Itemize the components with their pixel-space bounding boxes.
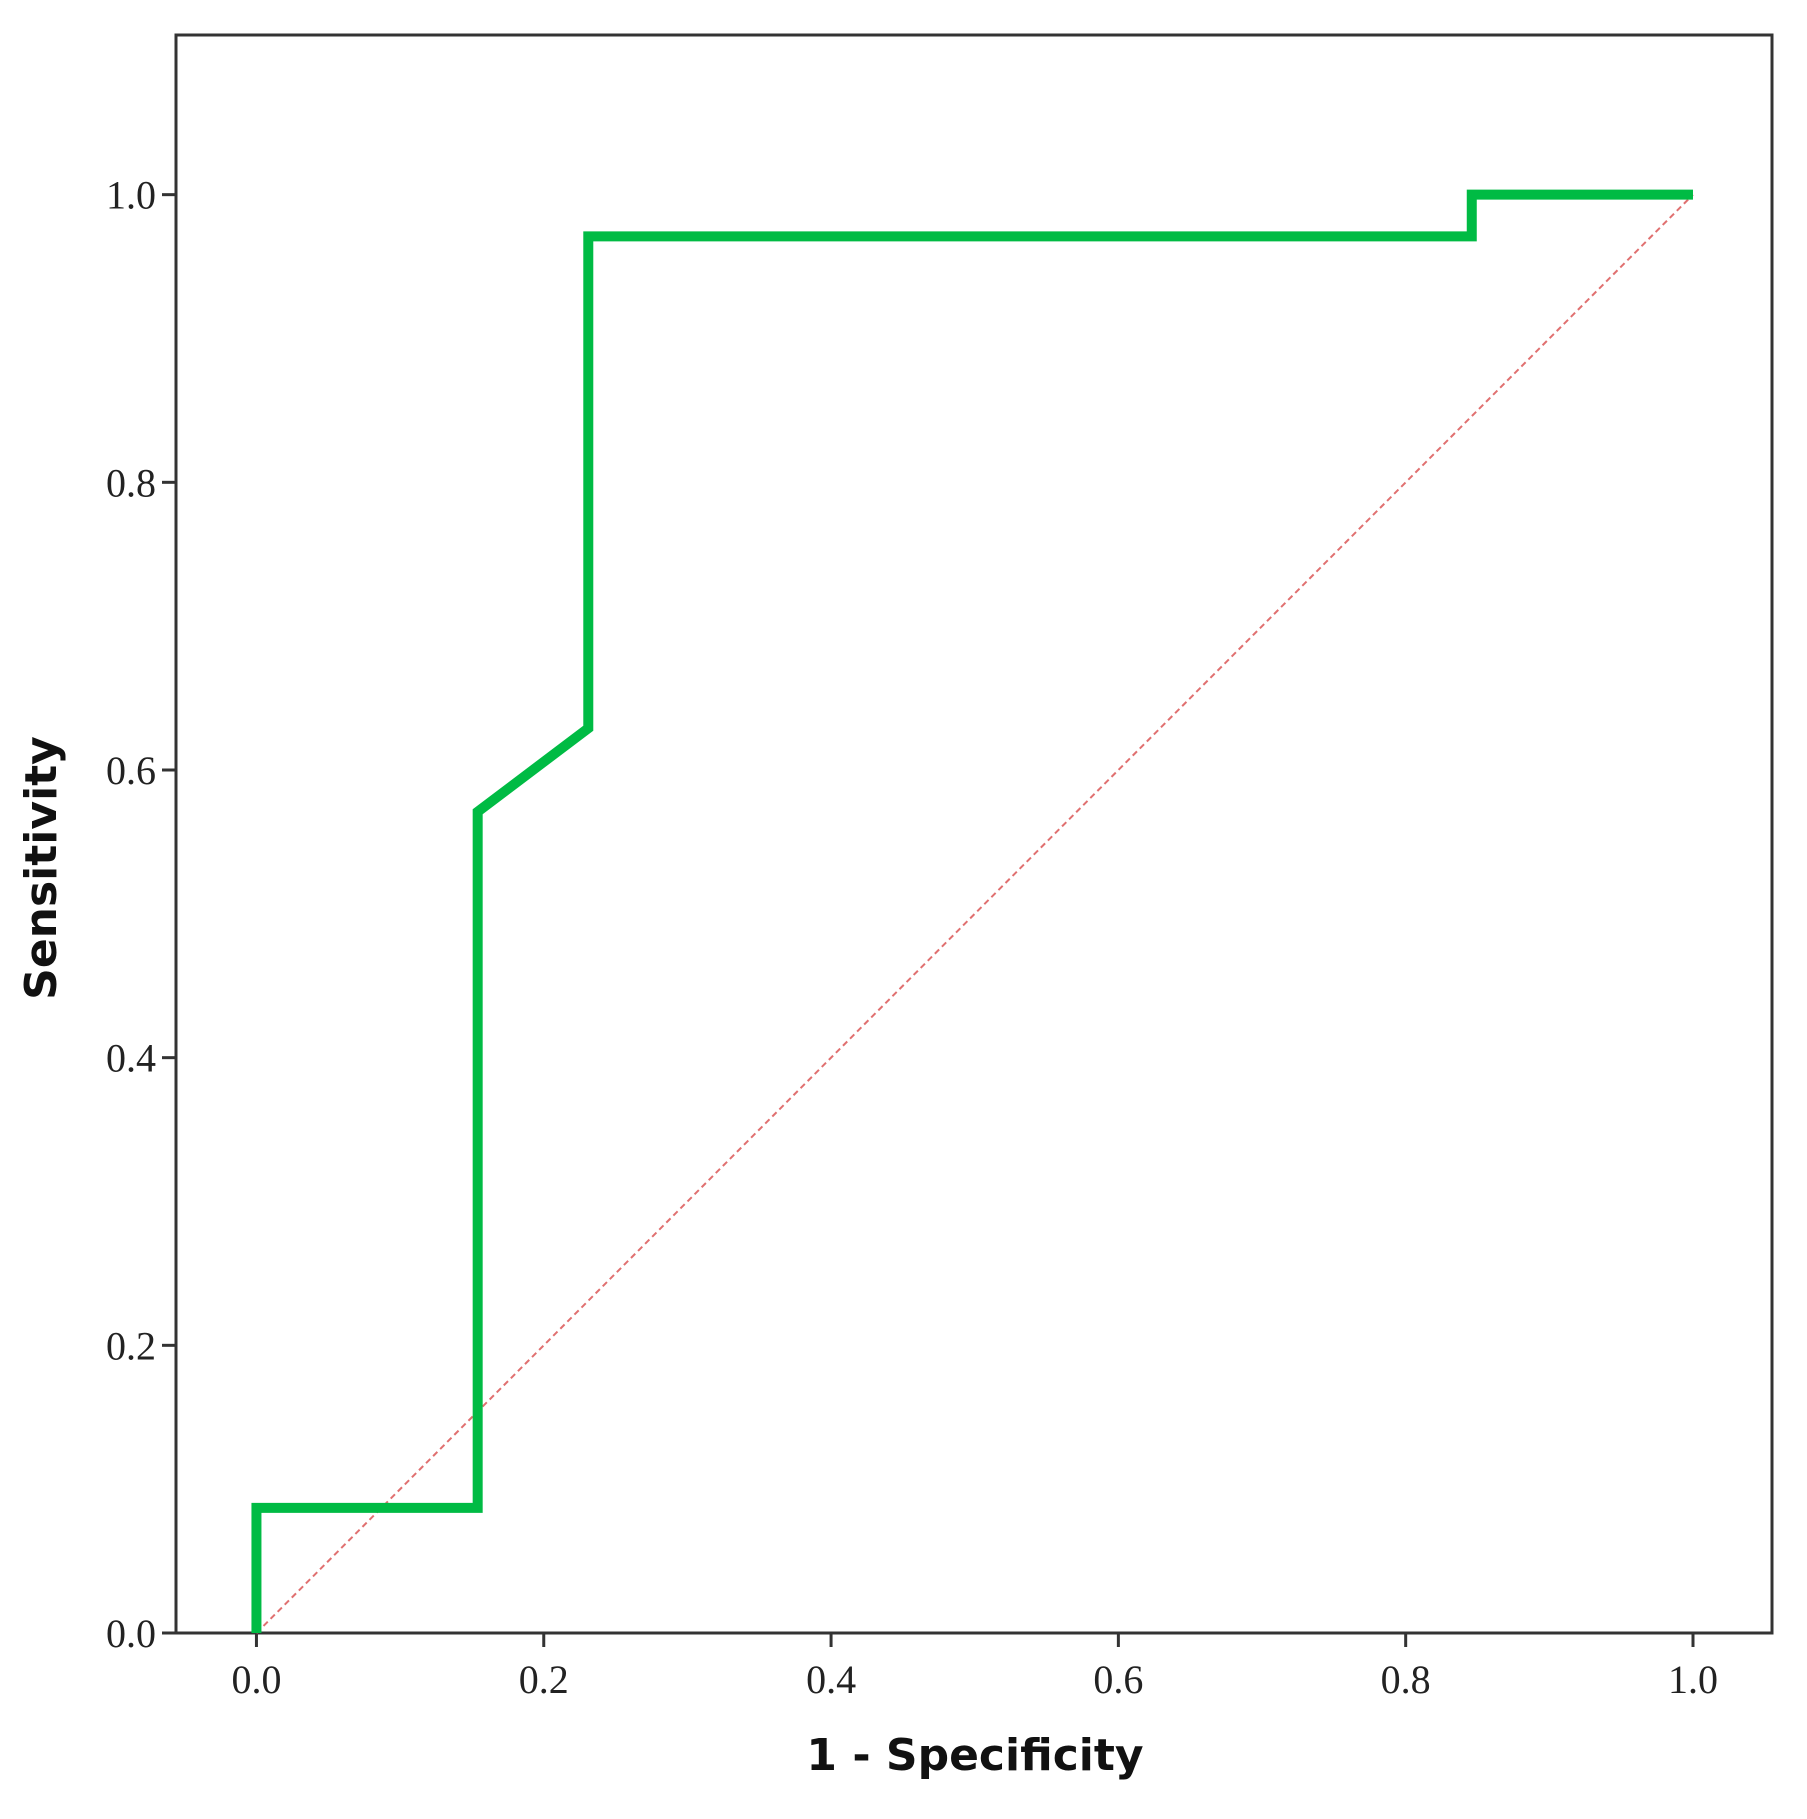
y-tick-label: 0.2 bbox=[106, 1323, 156, 1368]
x-tick-label: 0.8 bbox=[1381, 1657, 1431, 1702]
y-tick-label: 0.8 bbox=[106, 460, 156, 505]
x-tick-label: 0.0 bbox=[231, 1657, 281, 1702]
x-tick-label: 0.4 bbox=[806, 1657, 856, 1702]
plot-frame bbox=[174, 33, 1774, 1635]
x-tick-label: 1.0 bbox=[1668, 1657, 1718, 1702]
y-tick-label: 1.0 bbox=[106, 173, 156, 218]
roc-curve bbox=[251, 189, 1693, 1633]
x-axis-label: 1 - Specificity bbox=[806, 1730, 1143, 1781]
x-tick-label: 0.6 bbox=[1093, 1657, 1143, 1702]
y-axis-label: Sensitivity bbox=[16, 736, 67, 1000]
y-tick-label: 0.4 bbox=[106, 1036, 156, 1081]
y-tick-label: 0.0 bbox=[106, 1611, 156, 1656]
x-tick-label: 0.2 bbox=[519, 1657, 569, 1702]
reference-line bbox=[255, 193, 1694, 1634]
y-tick-label: 0.6 bbox=[106, 748, 156, 793]
